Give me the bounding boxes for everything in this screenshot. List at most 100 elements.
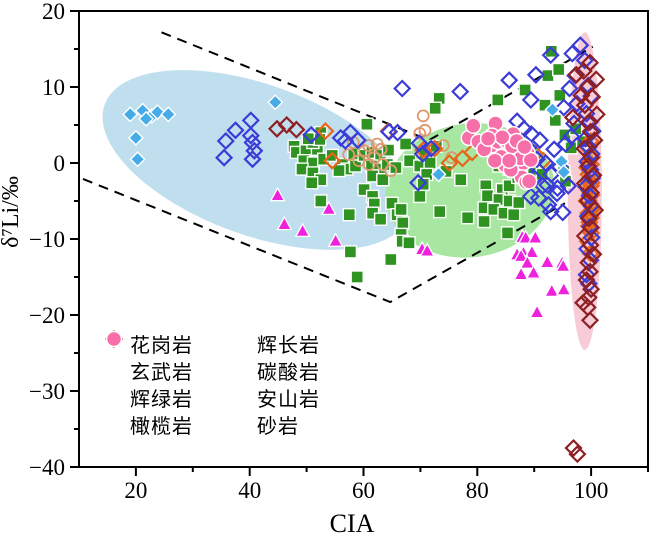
point-gabbro [430, 166, 447, 183]
point-andesite [582, 183, 601, 202]
point-carbonatite [384, 164, 398, 178]
point-sandstone [516, 138, 533, 156]
point-andesite [579, 253, 598, 272]
point-gabbro [149, 104, 166, 121]
point-diabase [529, 303, 545, 319]
legend-marker-circle-filled-icon [105, 330, 251, 434]
point-diabase [543, 282, 560, 298]
legend-label: 安山岩 [257, 389, 320, 411]
point-diabase [555, 281, 572, 296]
point-andesite [579, 113, 598, 132]
point-gabbro [138, 110, 155, 127]
legend-item-basalt: 玄武岩 [104, 330, 193, 384]
point-basalt [521, 90, 540, 109]
point-basalt [243, 150, 262, 169]
point-granite [325, 148, 339, 163]
point-sandstone [520, 172, 538, 190]
dashed-line-upper-envelope [161, 31, 594, 142]
point-granite [454, 172, 468, 187]
point-basalt [536, 153, 555, 173]
point-granite [376, 172, 390, 187]
point-granite [373, 212, 388, 226]
point-basalt [541, 202, 560, 221]
point-sandstone [494, 128, 511, 146]
point-basalt [530, 131, 549, 150]
point-sandstone [465, 117, 482, 135]
legend-label: 辉绿岩 [130, 389, 193, 411]
point-andesite [584, 166, 603, 185]
point-carbonatite [362, 139, 376, 152]
point-andesite [568, 445, 587, 464]
point-andesite [277, 115, 296, 135]
point-diabase [555, 257, 572, 273]
point-diabase [539, 253, 556, 269]
field-ellipses [102, 32, 602, 350]
x-tick-label: 20 [124, 478, 147, 503]
point-andesite [585, 131, 604, 150]
point-granite [552, 62, 566, 77]
point-diabase [513, 247, 529, 263]
point-basalt [302, 125, 321, 144]
y-tick-label: −40 [29, 455, 65, 480]
point-andesite [575, 96, 594, 115]
point-sandstone [522, 151, 540, 169]
x-tick-label: 80 [466, 478, 489, 503]
point-basalt [529, 188, 548, 208]
point-andesite [287, 120, 306, 139]
legend-item-carbonatite: 碳酸岩 [107, 332, 320, 384]
legend-label: 玄武岩 [130, 362, 193, 384]
point-peridotite [425, 139, 444, 158]
point-gabbro [129, 151, 146, 168]
point-granite [500, 226, 515, 240]
x-tick-label: 40 [238, 478, 261, 503]
legend-marker-circle-open-icon [107, 332, 251, 380]
point-basalt [571, 36, 590, 55]
point-andesite [581, 236, 600, 255]
point-andesite [581, 122, 600, 141]
legend-label: 砂岩 [257, 416, 299, 438]
point-sandstone [105, 330, 123, 348]
legend: 花岗岩 辉长岩 玄武岩 碳酸岩 辉绿岩 安山岩 橄榄岩 砂岩 [104, 330, 320, 438]
point-basalt [562, 127, 581, 146]
data-points [122, 36, 606, 464]
point-basalt [245, 141, 264, 160]
point-andesite [567, 65, 586, 84]
legend-item-sandstone: 砂岩 [105, 330, 320, 438]
legend-item-peridotite: 橄榄岩 [104, 330, 193, 438]
series-andesite [267, 53, 606, 464]
legend-item-andesite: 安山岩 [104, 330, 320, 411]
y-tick-label: −10 [29, 227, 65, 252]
legend-item-diabase: 辉绿岩 [104, 330, 193, 411]
legend-marker-triangle-filled-icon [104, 330, 124, 407]
y-tick-label: 0 [54, 151, 66, 176]
point-sandstone [479, 130, 497, 147]
point-basalt [243, 133, 262, 152]
point-carbonatite [418, 123, 432, 137]
point-peridotite [323, 151, 342, 170]
point-granite [544, 44, 558, 58]
point-granite [343, 245, 358, 259]
point-granite [402, 236, 416, 250]
point-diabase [320, 200, 337, 216]
point-granite [350, 270, 364, 284]
point-basalt [336, 131, 355, 151]
point-carbonatite [376, 158, 390, 171]
point-granite [394, 202, 408, 217]
point-granite [342, 207, 356, 222]
x-tick-label: 60 [352, 478, 375, 503]
point-basalt [216, 131, 235, 151]
point-basalt [575, 51, 594, 70]
point-granite [553, 88, 567, 103]
point-granite [428, 101, 442, 116]
point-granite [491, 93, 505, 107]
point-gabbro [267, 94, 284, 111]
point-granite [477, 214, 491, 229]
point-basalt [409, 173, 428, 192]
point-andesite [572, 86, 591, 105]
point-diabase [269, 186, 286, 202]
point-carbonatite [352, 154, 366, 168]
point-basalt [422, 139, 441, 158]
point-granite [460, 210, 475, 225]
point-basalt [559, 176, 578, 195]
